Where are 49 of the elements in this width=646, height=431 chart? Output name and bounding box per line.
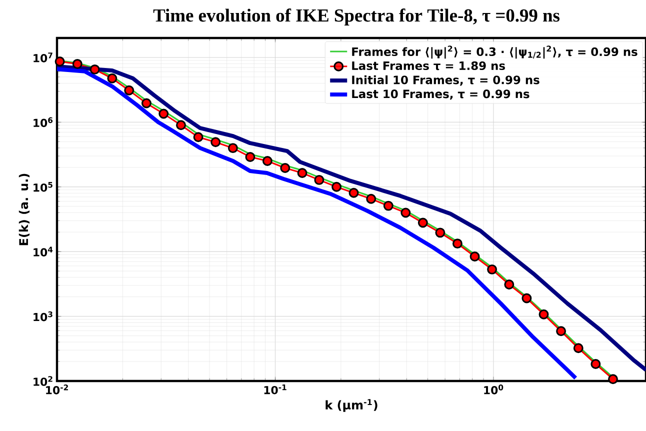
point [383,200,394,211]
point [297,168,308,178]
y-tick-label: 10$^{4}$ [34,246,53,256]
legend-label: Last 10 Frames, τ = 0.99 ns [352,90,530,100]
legend-label: Initial 10 Frames, τ = 0.99 ns [352,75,540,86]
point [538,309,549,320]
point [158,108,169,119]
point [452,238,462,249]
point [245,152,256,162]
point [228,143,238,154]
point [141,98,152,108]
legend-label: Last Frames τ = 1.89 ns [352,61,505,70]
x-tick-label: 10$^{0}$ [484,384,504,394]
point [54,56,65,66]
point [435,228,446,238]
point [418,218,428,228]
point [366,194,376,204]
y-tick-label: 10$^{6}$ [34,117,53,128]
point [90,64,100,74]
x-tick-label: 10$^{-2}$ [46,384,68,394]
point [556,326,566,336]
point [193,132,204,142]
point [107,73,118,84]
point [314,174,324,185]
chart-title: Time evolution of IKE Spectra for Tile-8, τ =0.99 ns [153,8,560,26]
y-tick-label: 10$^{5}$ [34,182,52,192]
point [608,374,618,384]
y-tick-label: 10$^{7}$ [34,52,52,62]
x-tick-label: 10$^{-1}$ [264,384,286,394]
y-tick-label: 10$^{3}$ [34,311,52,322]
point [332,182,342,192]
point [210,137,221,148]
legend-label: Frames for ⟨|ψ|$^{2}$⟩ = 0.3 · ⟨|ψ$_{1/2}$|$^{2}$⟩, τ = 0.99 ns [352,46,638,59]
point [400,208,411,218]
y-axis-title: E(k) (a. u.) [18,174,30,246]
point [348,188,359,198]
point [262,156,272,166]
point [522,293,532,304]
x-axis-title: k (μm$^{-1}$) [326,399,378,412]
y-tick-label: 10$^{2}$ [34,376,52,386]
point [504,280,514,290]
point [573,343,584,354]
point [280,162,290,173]
point [590,359,601,370]
point [124,85,134,96]
point [470,252,480,262]
point [72,58,82,69]
point [176,120,186,130]
point [487,264,498,274]
